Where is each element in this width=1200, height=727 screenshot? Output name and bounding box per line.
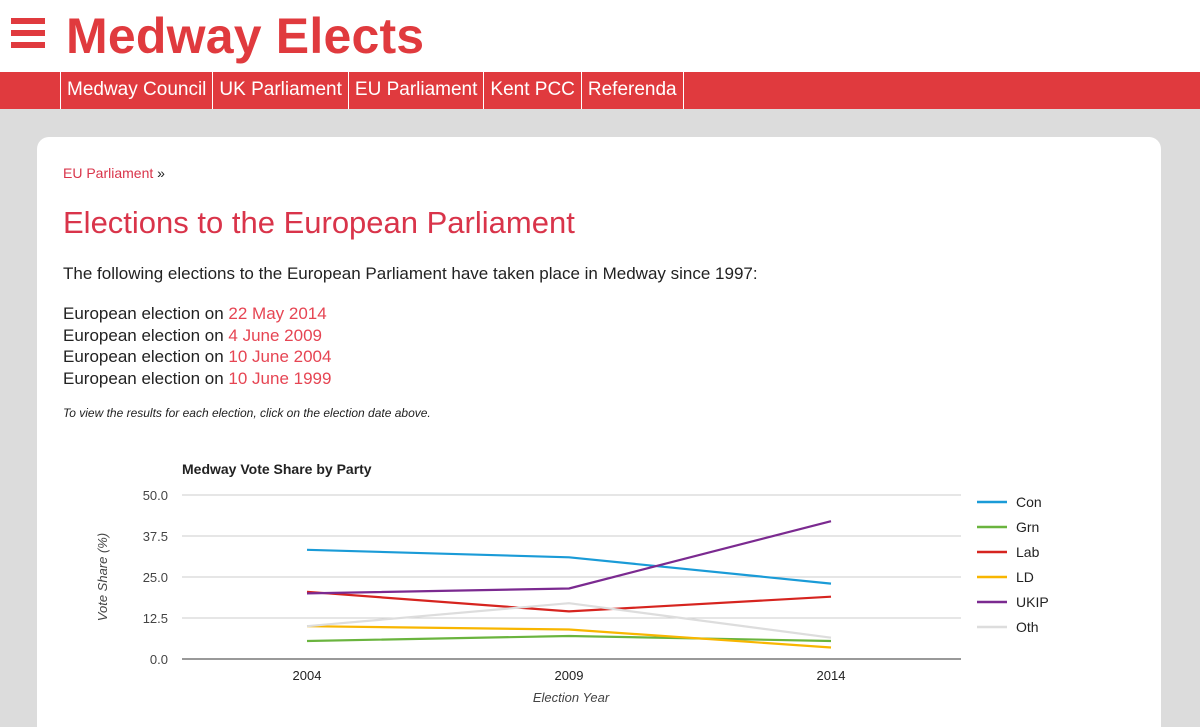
election-prefix: European election on (63, 325, 224, 345)
election-prefix: European election on (63, 368, 224, 388)
menu-bar (11, 30, 45, 36)
nav-item-kent-pcc[interactable]: Kent PCC (484, 72, 582, 109)
series-line-con (306, 548, 832, 585)
hamburger-menu-icon[interactable] (11, 18, 45, 48)
legend-label-ld: LD (1016, 569, 1034, 585)
site-header: Medway Elects (0, 0, 1200, 72)
breadcrumb-separator: » (157, 165, 165, 181)
x-axis-title: Election Year (533, 690, 610, 705)
y-tick-label: 37.5 (143, 529, 168, 544)
election-link-1999[interactable]: 10 June 1999 (228, 368, 332, 388)
y-tick-label: 25.0 (143, 570, 168, 585)
menu-bar (11, 42, 45, 48)
breadcrumb: EU Parliament » (63, 165, 165, 181)
list-item: European election on 4 June 2009 (63, 325, 331, 347)
series-line-lab (306, 590, 832, 613)
legend-label-grn: Grn (1016, 519, 1039, 535)
election-prefix: European election on (63, 347, 224, 366)
x-tick-label: 2004 (293, 668, 322, 683)
list-item: European election on 10 June 1999 (63, 368, 331, 390)
nav-item-eu-parliament[interactable]: EU Parliament (349, 72, 485, 109)
y-tick-label: 12.5 (143, 611, 168, 626)
menu-bar (11, 18, 45, 24)
series-line-oth (306, 602, 832, 639)
legend-label-ukip: UKIP (1016, 594, 1049, 610)
series-line-grn (306, 634, 832, 643)
nav-item-referenda[interactable]: Referenda (582, 72, 684, 109)
legend-label-oth: Oth (1016, 619, 1039, 635)
series-line-ukip (306, 520, 832, 595)
list-item: European election on 22 May 2014 (63, 303, 331, 325)
vote-share-chart: Medway Vote Share by Party 0.0 12.5 25.0 37.… (95, 461, 1049, 705)
content-card: EU Parliament » Elections to the Europea… (37, 137, 1161, 727)
election-link-2014[interactable]: 22 May 2014 (228, 304, 327, 323)
nav-item-uk-parliament[interactable]: UK Parliament (213, 72, 349, 109)
election-link-2009[interactable]: 4 June 2009 (228, 325, 323, 345)
list-item: European election on 10 June 2004 (63, 346, 331, 368)
main-nav: Medway Council UK Parliament EU Parliame… (0, 72, 1200, 109)
series-line-ld (306, 625, 832, 649)
intro-text: The following elections to the European … (63, 264, 758, 283)
legend-label-con: Con (1016, 494, 1042, 510)
y-axis-title: Vote Share (%) (95, 533, 110, 621)
nav-item-medway-council[interactable]: Medway Council (61, 72, 214, 109)
y-tick-label: 0.0 (150, 652, 168, 667)
x-tick-label: 2009 (555, 668, 584, 683)
election-list: European election on 22 May 2014 Europea… (63, 303, 331, 389)
legend-label-lab: Lab (1016, 544, 1040, 560)
x-tick-label: 2014 (817, 668, 846, 683)
page-title: Elections to the European Parliament (63, 205, 575, 240)
nav-list: Medway Council UK Parliament EU Parliame… (60, 72, 684, 109)
breadcrumb-link-eu-parliament[interactable]: EU Parliament (63, 165, 154, 181)
y-tick-label: 50.0 (143, 488, 168, 503)
chart-title: Medway Vote Share by Party (182, 461, 372, 477)
site-title[interactable]: Medway Elects (66, 8, 425, 64)
election-prefix: European election on (63, 304, 224, 323)
instruction-note: To view the results for each election, c… (63, 406, 431, 420)
election-link-2004[interactable]: 10 June 2004 (228, 347, 332, 366)
